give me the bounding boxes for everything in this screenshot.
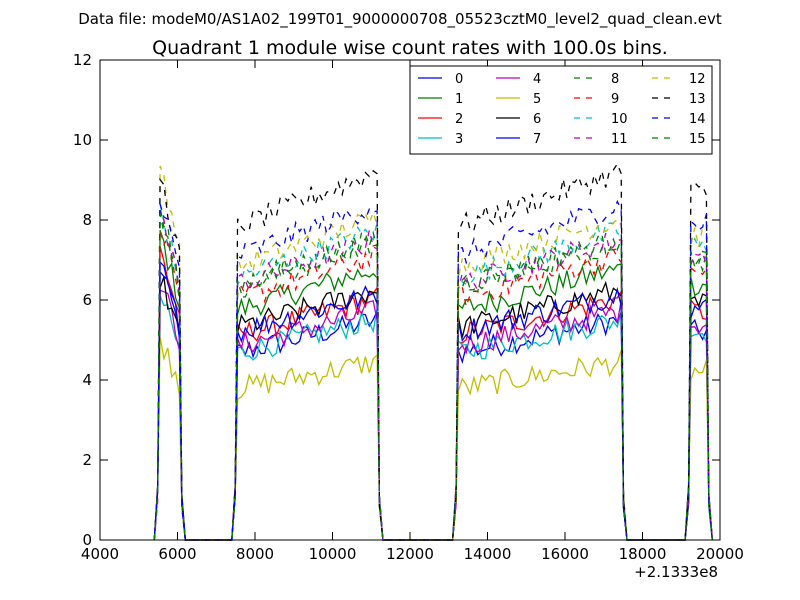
- legend-label-6: 6: [533, 112, 541, 127]
- x-tick-label: 14000: [464, 545, 512, 563]
- x-tick-label: 6000: [158, 545, 196, 563]
- legend-label-8: 8: [611, 72, 619, 87]
- series-line-5: [153, 336, 713, 541]
- x-tick-label: 4000: [81, 545, 119, 563]
- y-tick-label: 6: [82, 291, 92, 309]
- x-tick-label: 20000: [696, 545, 744, 563]
- legend-label-10: 10: [611, 112, 628, 127]
- legend-label-9: 9: [611, 92, 619, 107]
- legend-label-11: 11: [611, 132, 628, 147]
- legend-label-5: 5: [533, 92, 541, 107]
- x-tick-label: 10000: [309, 545, 357, 563]
- legend-label-12: 12: [689, 72, 706, 87]
- y-tick-label: 2: [82, 451, 92, 469]
- series-layer: [153, 162, 713, 541]
- legend-label-2: 2: [455, 112, 463, 127]
- legend-box: [409, 65, 713, 155]
- series-line-13: [153, 162, 713, 541]
- x-tick-label: 8000: [236, 545, 274, 563]
- x-tick-label: 12000: [386, 545, 434, 563]
- y-tick-label: 4: [82, 371, 92, 389]
- x-tick-label: 18000: [619, 545, 667, 563]
- chart-title: Quadrant 1 module wise count rates with …: [152, 37, 668, 59]
- axes-layer: 4000 6000 8000 10000 12000 14000 16000 18000 200…: [73, 51, 744, 563]
- legend-label-15: 15: [689, 132, 706, 147]
- series-line-14: [153, 199, 713, 541]
- series-line-15: [153, 213, 713, 541]
- series-line-8: [153, 207, 713, 541]
- legend-label-13: 13: [689, 92, 706, 107]
- legend-label-3: 3: [455, 132, 463, 147]
- legend-label-1: 1: [455, 92, 463, 107]
- y-tick-label: 8: [82, 211, 92, 229]
- y-tick-label: 10: [73, 131, 92, 149]
- legend-label-14: 14: [689, 112, 706, 127]
- x-offset-label: +2.1333e8: [634, 563, 718, 581]
- legend-label-0: 0: [455, 72, 463, 87]
- y-tick-label: 0: [82, 531, 92, 549]
- y-tick-label: 12: [73, 51, 92, 69]
- x-tick-label: 16000: [541, 545, 589, 563]
- legend-label-7: 7: [533, 132, 541, 147]
- data-file-caption: Data file: modeM0/AS1A02_199T01_90000007…: [78, 10, 722, 29]
- legend-label-4: 4: [533, 72, 541, 87]
